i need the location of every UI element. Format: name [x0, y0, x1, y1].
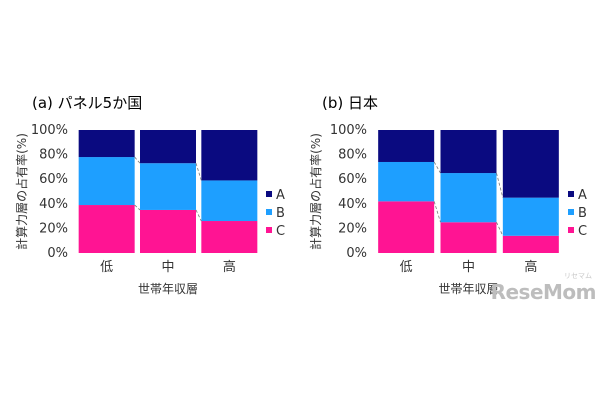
chart-title: (a) パネル5か国: [32, 94, 142, 112]
bar-segment-b: [201, 180, 258, 222]
bar-segment-a: [201, 130, 258, 181]
y-tick-label: 20%: [39, 221, 68, 236]
bar-segment-c: [502, 235, 559, 253]
bar-segment-a: [378, 130, 435, 162]
y-axis-title: 計算力層の占有率(%): [14, 133, 29, 250]
bar-segment-b: [140, 163, 196, 210]
connector-line: [195, 209, 202, 222]
legend-swatch-b: [568, 209, 574, 215]
y-tick-label: 20%: [338, 221, 367, 236]
connector-line: [195, 163, 202, 181]
y-tick-label: 60%: [39, 172, 68, 187]
x-axis-title: 世帯年収層: [438, 282, 498, 296]
legend-label-b: B: [578, 206, 587, 221]
legend-label-a: A: [276, 188, 285, 203]
bar-segment-c: [378, 201, 435, 253]
bar-segment-c: [440, 222, 497, 253]
y-tick-label: 40%: [338, 197, 367, 212]
connector-line: [496, 222, 504, 236]
bar-segment-c: [140, 209, 196, 253]
x-axis-title: 世帯年収層: [138, 282, 198, 296]
legend-swatch-a: [568, 191, 574, 197]
bar-segment-a: [502, 130, 559, 198]
bar-segment-b: [378, 161, 435, 202]
bar-segment-a: [140, 130, 196, 164]
x-tick-label: 低: [100, 260, 113, 275]
legend-swatch-c: [568, 227, 574, 233]
x-tick-label: 高: [524, 259, 537, 275]
bar-segment-a: [78, 130, 135, 158]
bar-segment-b: [440, 173, 497, 223]
chart-panel-b: (b) 日本 0% 20% 40% 60% 80% 100% 計算力層の占有率(%) 低 中 高世帯…: [308, 94, 587, 296]
y-tick-label: 60%: [338, 172, 367, 187]
chart-panel-a: (a) パネル5か国 0% 20% 40% 60% 80% 100%計算力層の占有率(%) 低…: [14, 94, 285, 296]
connector-line: [134, 204, 141, 211]
connector-line: [496, 172, 504, 198]
y-tick-label: 40%: [39, 197, 68, 212]
y-tick-label: 0%: [47, 246, 68, 261]
connector-line: [134, 156, 141, 164]
legend-swatch-a: [266, 191, 272, 197]
x-tick-label: 中: [161, 260, 174, 275]
y-axis-title: 計算力層の占有率(%): [308, 133, 323, 250]
bar-segment-b: [78, 157, 135, 206]
legend-swatch-b: [266, 209, 272, 215]
x-tick-label: 低: [400, 260, 413, 275]
chart-title: (b) 日本: [322, 94, 378, 112]
y-tick-label: 80%: [338, 148, 367, 163]
resemom-watermark: リセマム ReseMom: [490, 272, 597, 304]
legend-label-c: C: [578, 224, 587, 239]
connector-line: [433, 161, 441, 174]
y-tick-label: 100%: [330, 123, 367, 138]
legend-label-a: A: [578, 188, 587, 203]
y-tick-label: 100%: [31, 123, 68, 138]
bar-segment-a: [440, 130, 497, 174]
legend-label-b: B: [276, 206, 285, 221]
watermark-ruby: リセマム: [564, 272, 592, 280]
y-tick-label: 0%: [346, 246, 367, 261]
legend-swatch-c: [266, 227, 272, 233]
x-tick-label: 中: [462, 260, 475, 275]
bar-segment-b: [502, 197, 559, 236]
x-tick-label: 高: [223, 259, 236, 275]
bar-segment-c: [201, 221, 258, 253]
y-tick-label: 80%: [39, 148, 68, 163]
legend-label-c: C: [276, 224, 285, 239]
watermark-logo: ReseMom: [490, 280, 597, 304]
bar-segment-c: [78, 205, 135, 253]
connector-line: [433, 201, 441, 223]
